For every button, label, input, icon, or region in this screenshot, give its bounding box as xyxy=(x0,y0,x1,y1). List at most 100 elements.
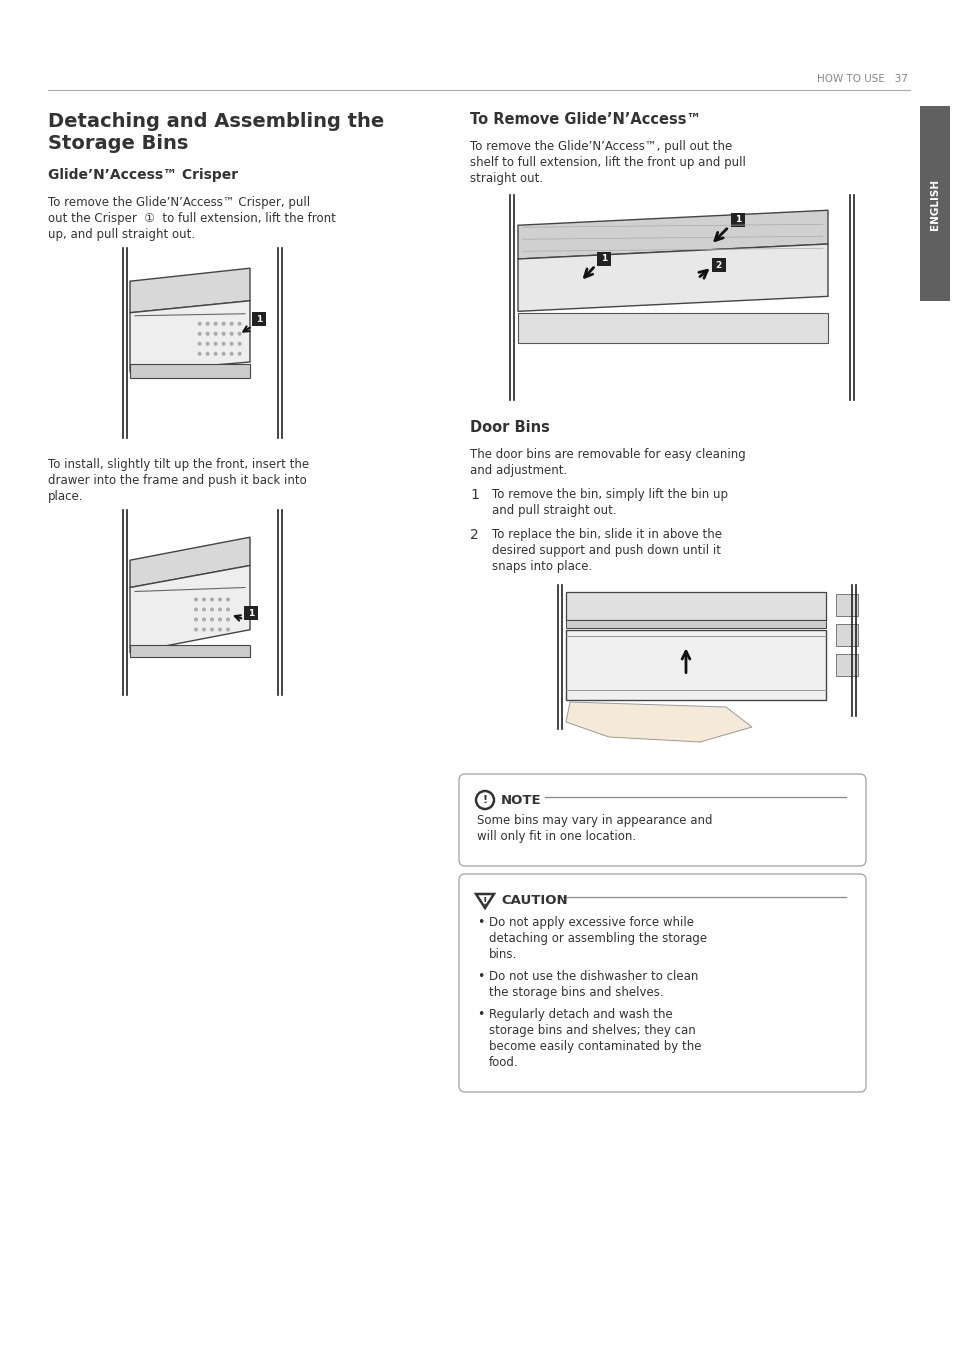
Polygon shape xyxy=(476,894,494,908)
Bar xyxy=(130,363,250,378)
Text: detaching or assembling the storage: detaching or assembling the storage xyxy=(489,932,706,945)
Circle shape xyxy=(230,332,233,336)
Text: 1: 1 xyxy=(600,254,607,263)
Polygon shape xyxy=(517,244,827,311)
Bar xyxy=(68,510,308,695)
Text: up, and pull straight out.: up, and pull straight out. xyxy=(48,228,195,241)
Circle shape xyxy=(230,341,233,345)
Text: snaps into place.: snaps into place. xyxy=(492,559,592,573)
Bar xyxy=(835,594,857,616)
Circle shape xyxy=(476,791,494,809)
Bar xyxy=(479,195,869,400)
Circle shape xyxy=(206,352,210,355)
Circle shape xyxy=(202,598,206,602)
Circle shape xyxy=(221,332,225,336)
Circle shape xyxy=(202,607,206,611)
FancyBboxPatch shape xyxy=(730,213,744,226)
Text: storage bins and shelves; they can: storage bins and shelves; they can xyxy=(489,1024,695,1036)
Text: 1: 1 xyxy=(255,315,262,324)
Text: Detaching and Assembling the: Detaching and Assembling the xyxy=(48,112,384,132)
Text: food.: food. xyxy=(489,1056,518,1069)
FancyBboxPatch shape xyxy=(711,259,725,273)
Text: •: • xyxy=(476,916,484,930)
Text: shelf to full extension, lift the front up and pull: shelf to full extension, lift the front … xyxy=(470,156,745,169)
Circle shape xyxy=(193,628,198,632)
Circle shape xyxy=(218,617,222,621)
Bar xyxy=(530,585,869,760)
Circle shape xyxy=(230,322,233,326)
Circle shape xyxy=(210,598,213,602)
Circle shape xyxy=(230,352,233,355)
Text: bins.: bins. xyxy=(489,947,517,961)
Bar xyxy=(565,592,825,620)
Polygon shape xyxy=(130,300,250,372)
Text: straight out.: straight out. xyxy=(470,171,542,185)
FancyBboxPatch shape xyxy=(565,631,825,701)
Text: !: ! xyxy=(482,897,487,908)
Bar xyxy=(835,654,857,676)
Bar xyxy=(835,624,857,646)
Circle shape xyxy=(202,617,206,621)
Text: and pull straight out.: and pull straight out. xyxy=(492,505,616,517)
Circle shape xyxy=(237,352,241,355)
Bar xyxy=(565,620,825,628)
Circle shape xyxy=(206,332,210,336)
Text: •: • xyxy=(476,1008,484,1021)
Text: ENGLISH: ENGLISH xyxy=(929,178,939,229)
Circle shape xyxy=(210,628,213,632)
Text: Door Bins: Door Bins xyxy=(470,420,549,435)
Bar xyxy=(68,248,308,437)
Circle shape xyxy=(213,352,217,355)
Circle shape xyxy=(221,322,225,326)
Polygon shape xyxy=(130,565,250,653)
Text: desired support and push down until it: desired support and push down until it xyxy=(492,544,720,557)
Text: Do not apply excessive force while: Do not apply excessive force while xyxy=(489,916,693,930)
Text: Regularly detach and wash the: Regularly detach and wash the xyxy=(489,1008,672,1021)
Text: out the Crisper  ①  to full extension, lift the front: out the Crisper ① to full extension, lif… xyxy=(48,213,335,225)
Text: 1: 1 xyxy=(734,215,740,225)
Circle shape xyxy=(221,352,225,355)
Text: •: • xyxy=(476,971,484,983)
Text: To install, slightly tilt up the front, insert the: To install, slightly tilt up the front, … xyxy=(48,458,309,472)
Circle shape xyxy=(197,322,201,326)
Circle shape xyxy=(221,341,225,345)
Circle shape xyxy=(197,341,201,345)
Text: The door bins are removable for easy cleaning: The door bins are removable for easy cle… xyxy=(470,448,745,461)
FancyBboxPatch shape xyxy=(919,106,949,302)
Text: To remove the bin, simply lift the bin up: To remove the bin, simply lift the bin u… xyxy=(492,488,727,500)
Circle shape xyxy=(197,352,201,355)
Text: the storage bins and shelves.: the storage bins and shelves. xyxy=(489,986,663,999)
Text: and adjustment.: and adjustment. xyxy=(470,463,567,477)
Circle shape xyxy=(237,322,241,326)
Circle shape xyxy=(218,607,222,611)
Circle shape xyxy=(202,628,206,632)
Text: To remove the Glide’N’Access™, pull out the: To remove the Glide’N’Access™, pull out … xyxy=(470,140,732,154)
Polygon shape xyxy=(565,702,751,742)
Circle shape xyxy=(213,332,217,336)
Circle shape xyxy=(206,341,210,345)
Bar xyxy=(517,314,827,343)
Text: Some bins may vary in appearance and: Some bins may vary in appearance and xyxy=(476,814,712,827)
Polygon shape xyxy=(130,537,250,588)
Text: will only fit in one location.: will only fit in one location. xyxy=(476,829,636,843)
Circle shape xyxy=(218,598,222,602)
FancyBboxPatch shape xyxy=(458,873,865,1091)
FancyBboxPatch shape xyxy=(252,313,266,326)
Circle shape xyxy=(193,617,198,621)
Text: 2: 2 xyxy=(715,260,721,270)
Text: become easily contaminated by the: become easily contaminated by the xyxy=(489,1041,700,1053)
Circle shape xyxy=(210,617,213,621)
Text: NOTE: NOTE xyxy=(500,794,541,808)
Circle shape xyxy=(213,341,217,345)
Text: HOW TO USE   37: HOW TO USE 37 xyxy=(817,74,907,84)
Text: CAUTION: CAUTION xyxy=(500,894,567,908)
Circle shape xyxy=(218,628,222,632)
Text: To remove the Glide’N’Access™ Crisper, pull: To remove the Glide’N’Access™ Crisper, p… xyxy=(48,196,310,208)
Circle shape xyxy=(197,332,201,336)
Circle shape xyxy=(237,332,241,336)
Text: 2: 2 xyxy=(470,528,478,542)
Circle shape xyxy=(226,628,230,632)
Circle shape xyxy=(226,607,230,611)
Circle shape xyxy=(213,322,217,326)
Text: Do not use the dishwasher to clean: Do not use the dishwasher to clean xyxy=(489,971,698,983)
